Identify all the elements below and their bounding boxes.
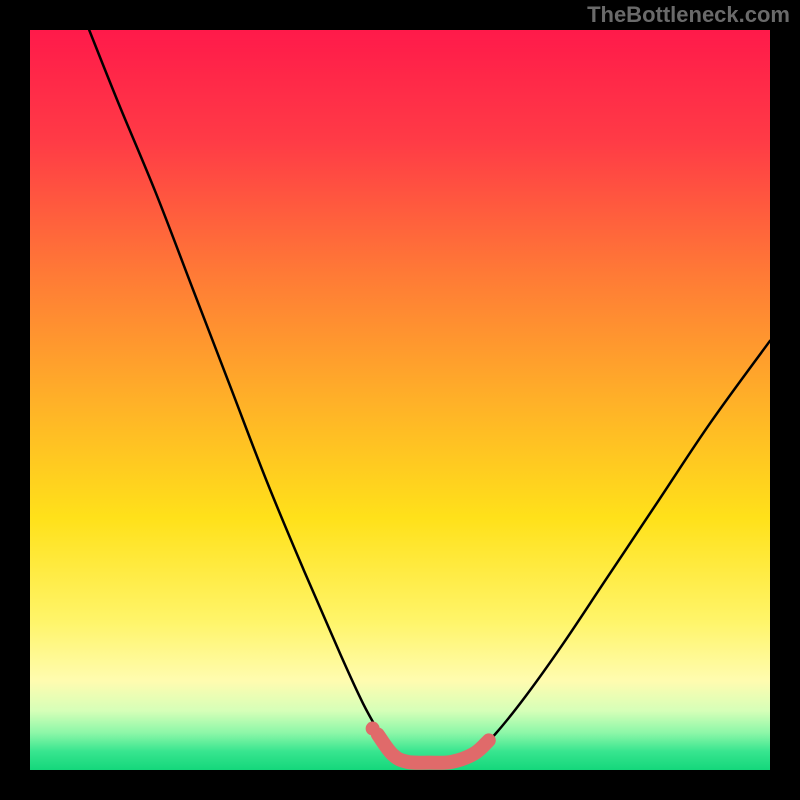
chart-plot-area bbox=[30, 30, 770, 770]
watermark-text: TheBottleneck.com bbox=[587, 2, 790, 28]
gradient-background bbox=[30, 30, 770, 770]
chart-svg bbox=[30, 30, 770, 770]
